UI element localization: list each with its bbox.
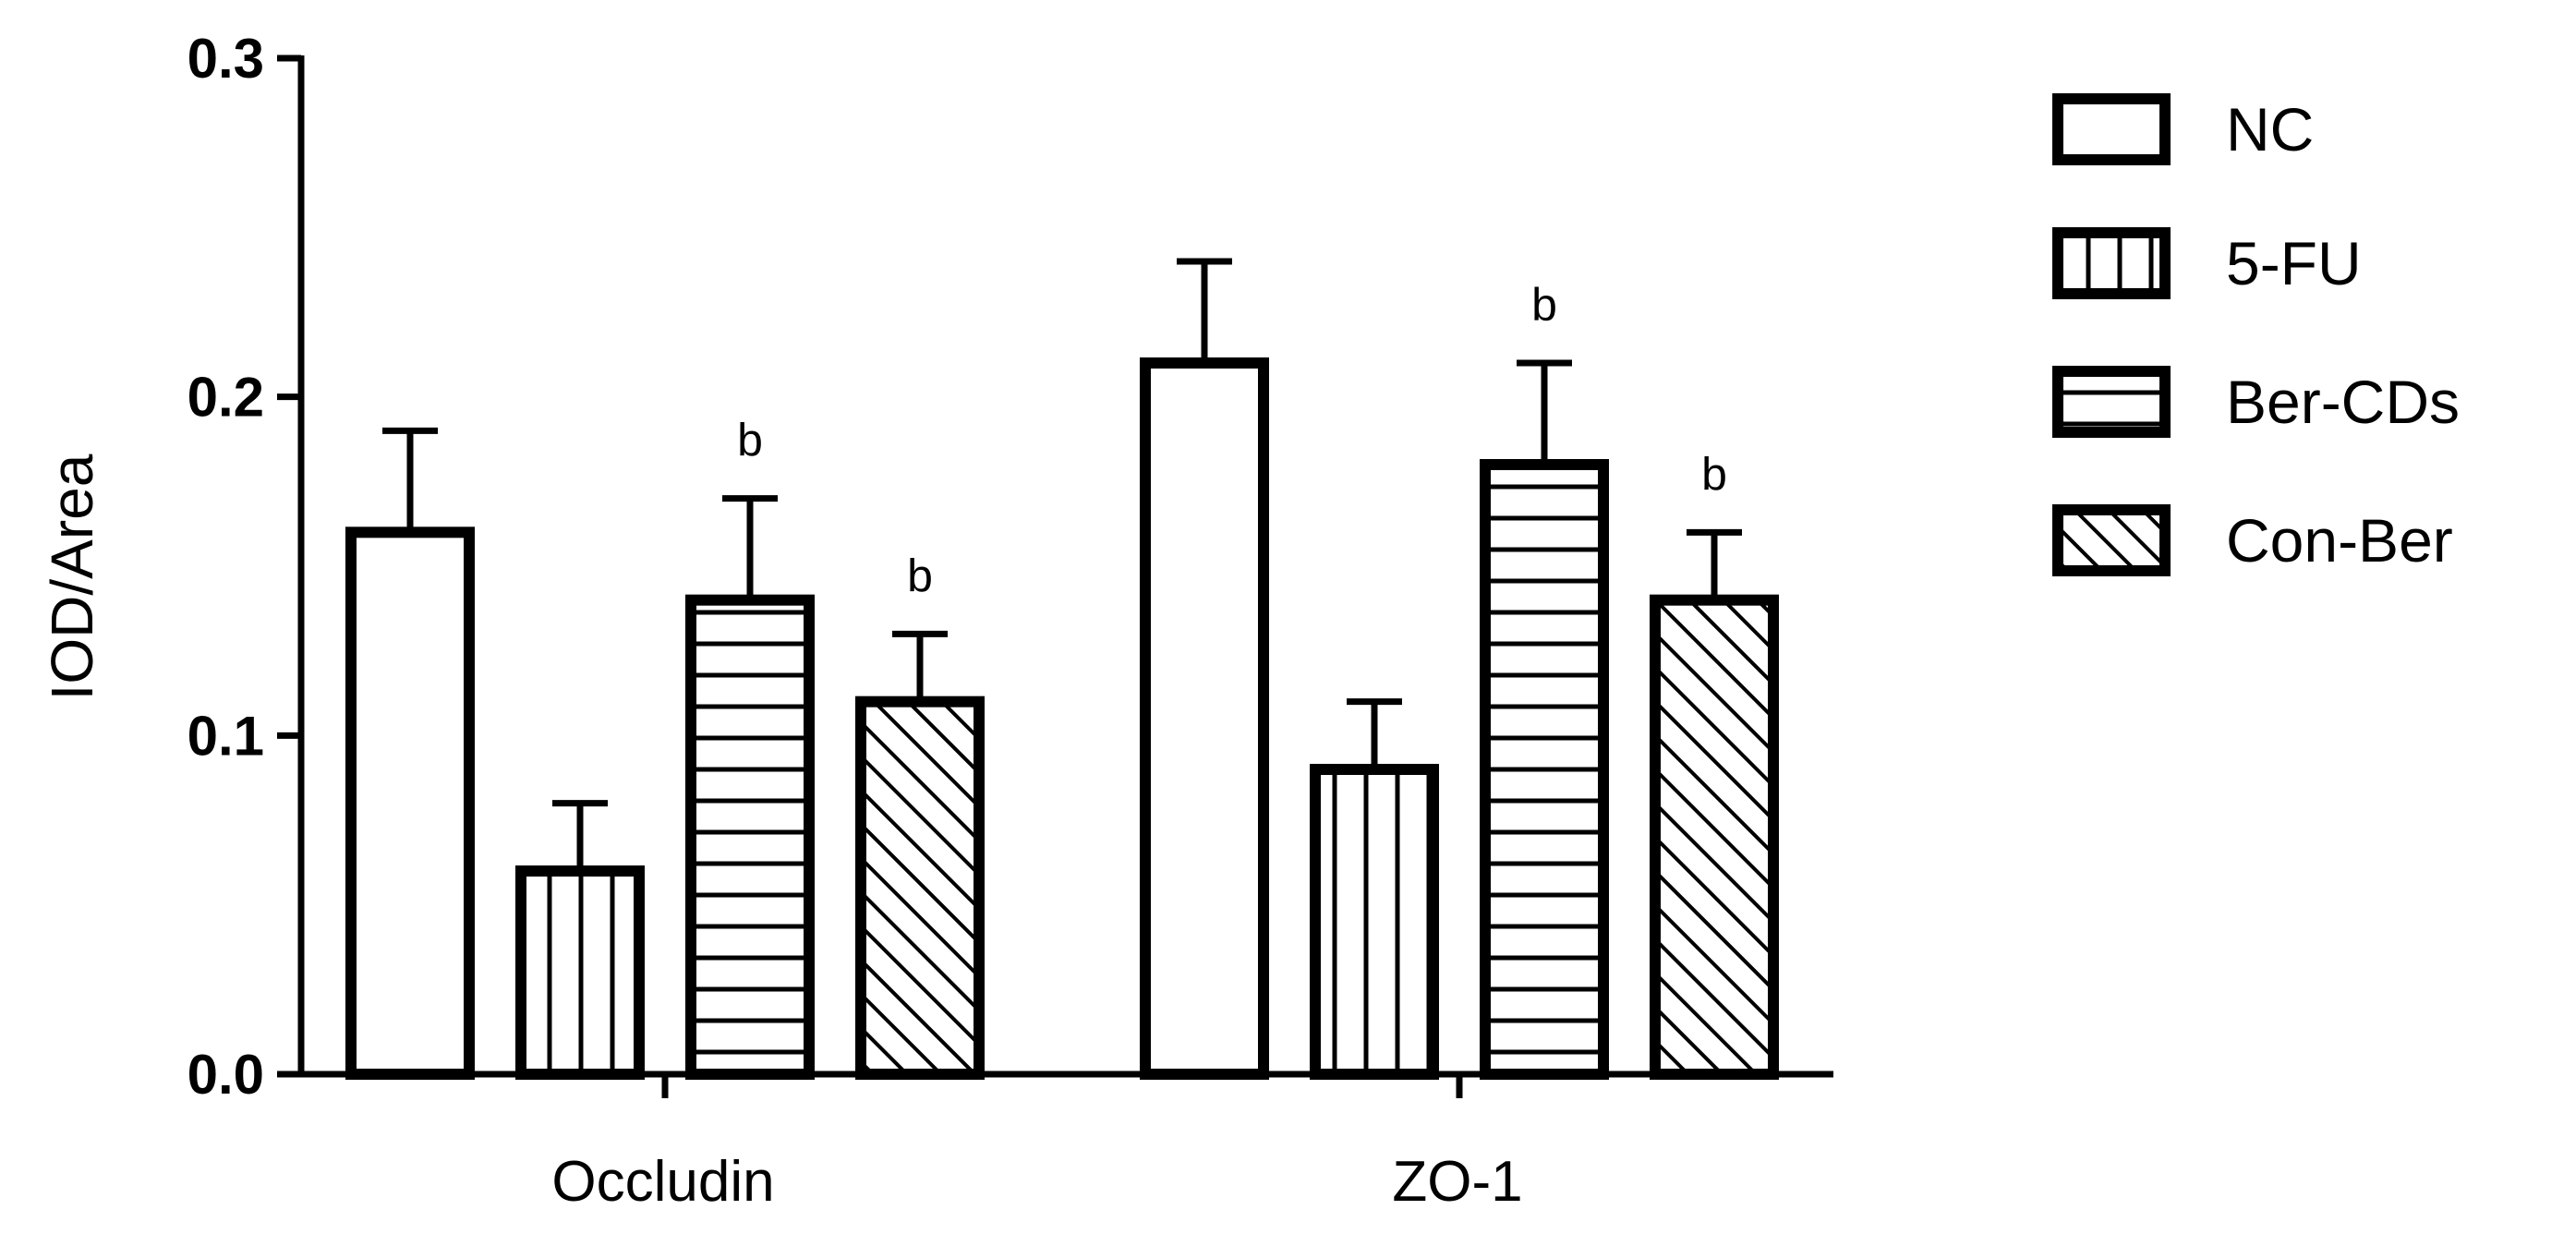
legend-label-5-fu: 5-FU xyxy=(2226,229,2362,297)
legend-swatch-ber-cds xyxy=(2052,366,2171,438)
sig-label-occludin-ber-cds: b xyxy=(737,415,763,466)
legend: NC 5-FU Ber-CDs Con-Ber xyxy=(2052,93,2460,576)
legend-label-ber-cds: Ber-CDs xyxy=(2226,368,2460,436)
bar-occludin-nc xyxy=(345,526,475,1080)
y-tick-label: 0.0 xyxy=(187,1044,264,1106)
bar-occludin-5-fu xyxy=(515,865,645,1080)
legend-label-con-ber: Con-Ber xyxy=(2226,506,2453,575)
sig-label-zo-1-ber-cds: b xyxy=(1531,279,1557,331)
sig-label-zo-1-con-ber: b xyxy=(1701,448,1727,500)
category-labels: Occludin ZO-1 xyxy=(551,1150,1522,1214)
legend-swatch-nc xyxy=(2052,93,2171,165)
legend-label-nc: NC xyxy=(2226,95,2314,163)
bar-zo-1-con-ber xyxy=(1650,594,1779,1080)
bars: b b b b xyxy=(345,258,1779,1081)
bar-zo-1-ber-cds xyxy=(1480,459,1609,1080)
y-axis-title: IOD/Area xyxy=(39,454,105,700)
bar-zo-1-nc xyxy=(1140,357,1269,1080)
category-label-zo-1: ZO-1 xyxy=(1392,1150,1522,1214)
y-tick-label: 0.3 xyxy=(187,28,264,90)
y-tick-label: 0.2 xyxy=(187,367,264,429)
y-tick-label: 0.1 xyxy=(187,705,264,767)
bar-occludin-ber-cds xyxy=(685,594,815,1080)
bar-zo-1-5-fu xyxy=(1310,764,1439,1080)
bar-occludin-con-ber xyxy=(855,696,985,1081)
legend-swatch-5-fu xyxy=(2052,227,2171,299)
sig-label-occludin-con-ber: b xyxy=(907,550,933,601)
category-label-occludin: Occludin xyxy=(551,1150,774,1214)
legend-swatch-con-ber xyxy=(2052,504,2171,576)
